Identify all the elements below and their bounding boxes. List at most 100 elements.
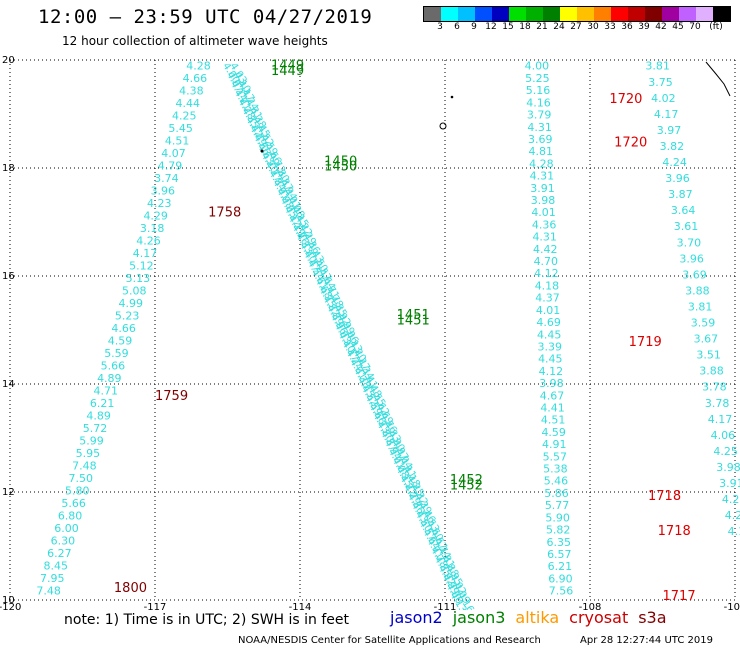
y-tick-label: 20 bbox=[2, 55, 15, 66]
y-tick-label: 10 bbox=[2, 595, 15, 606]
colorbar-cell bbox=[441, 7, 458, 21]
colorbar-tick-label: 3 bbox=[437, 22, 443, 32]
colorbar-tick-label: 12 bbox=[485, 22, 497, 32]
x-tick-label: -117 bbox=[144, 602, 167, 610]
pass-time-label: 1449 bbox=[271, 59, 304, 74]
wave-height-value: 4.37 bbox=[535, 292, 560, 305]
legend-jason3: jason3 bbox=[452, 608, 506, 627]
wave-height-value: 5.25 bbox=[525, 72, 550, 85]
wave-height-value: 4.45 bbox=[538, 353, 563, 366]
wave-height-value: 6.30 bbox=[51, 535, 76, 548]
wave-height-value: 4.89 bbox=[86, 410, 111, 423]
wave-height-value: 4.17 bbox=[708, 413, 733, 426]
wave-height-value: 3.70 bbox=[677, 236, 702, 249]
wave-height-value: 4.36 bbox=[532, 218, 557, 231]
wave-height-value: 4.59 bbox=[541, 426, 566, 439]
wave-height-value: 4.69 bbox=[536, 316, 561, 329]
colorbar-cell bbox=[560, 7, 577, 21]
colorbar-tick-label: 33 bbox=[604, 22, 616, 32]
wave-height-value: 3.87 bbox=[668, 188, 693, 201]
wave-height-value: 3.96 bbox=[151, 185, 176, 198]
wave-height-value: 4.31 bbox=[532, 231, 557, 244]
altimeter-map-plot: -120 -117 -114 -111 -108 -105 20 18 16 14 12 10 4.00… bbox=[0, 55, 740, 610]
colorbar-tick-labels: 3 6 9 12 15 18 21 24 27 30 33 36 39 42 45 70 (ft) bbox=[423, 22, 740, 34]
wave-height-value: 4.89 bbox=[97, 372, 122, 385]
wave-height-value: 3.39 bbox=[538, 340, 563, 353]
wave-height-track: 4.005.255.164.163.794.313.694.814.284.31… bbox=[525, 60, 574, 598]
colorbar-tick-label: (ft) bbox=[709, 22, 723, 32]
pass-time-label: 1718 bbox=[648, 489, 681, 504]
wave-height-value: 4.23 bbox=[147, 197, 172, 210]
pass-time-label: 1449 bbox=[271, 64, 304, 79]
wave-height-value: 5.45 bbox=[168, 122, 193, 135]
pass-time-label: 1720 bbox=[614, 135, 647, 150]
dense-track: 4.034.104.174.244.314.384.454.524.594.66… bbox=[227, 61, 475, 610]
colorbar-cell bbox=[628, 7, 645, 21]
wave-height-value: 5.13 bbox=[126, 272, 151, 285]
wave-height-value: 3.81 bbox=[688, 300, 713, 313]
legend-cryosat: cryosat bbox=[569, 608, 629, 627]
wave-height-value: 4.02 bbox=[651, 92, 676, 105]
colorbar-tick-label: 70 bbox=[689, 22, 701, 32]
wave-height-value: 5.23 bbox=[115, 310, 140, 323]
colorbar-cell bbox=[526, 7, 543, 21]
wave-height-value: 7.95 bbox=[40, 572, 65, 585]
wave-height-colorbar bbox=[423, 6, 731, 22]
wave-height-value: 5.82 bbox=[546, 524, 571, 537]
wave-height-value: 3.79 bbox=[527, 109, 552, 122]
colorbar-cell bbox=[509, 7, 526, 21]
colorbar-cell bbox=[543, 7, 560, 21]
colorbar-cell bbox=[424, 7, 441, 21]
colorbar-tick-label: 30 bbox=[587, 22, 599, 32]
wave-height-value: 6.57 bbox=[547, 548, 572, 561]
footer-note: note: 1) Time is in UTC; 2) SWH is in fe… bbox=[64, 612, 350, 628]
wave-height-value: 5.12 bbox=[129, 260, 154, 273]
wave-height-value: 4.00 bbox=[525, 60, 550, 73]
pass-time-label: 1451 bbox=[397, 308, 430, 323]
wave-height-value: 4.12 bbox=[534, 267, 559, 280]
wave-height-value: 4.17 bbox=[133, 247, 158, 260]
wave-height-value: 4.17 bbox=[654, 108, 679, 121]
x-tick-label: -114 bbox=[289, 602, 312, 610]
wave-height-value: 6.27 bbox=[47, 547, 72, 560]
wave-height-value: 4.25 bbox=[722, 493, 740, 506]
wave-height-value: 4.99 bbox=[118, 297, 143, 310]
wave-height-value: 4.25 bbox=[713, 445, 738, 458]
chart-title: 12:00 – 23:59 UTC 04/27/2019 bbox=[38, 6, 373, 28]
wave-height-value: 3.59 bbox=[691, 317, 716, 330]
colorbar-tick-label: 45 bbox=[672, 22, 684, 32]
wave-height-value: 4.59 bbox=[108, 335, 133, 348]
wave-height-value: 3.74 bbox=[154, 172, 179, 185]
wave-height-value: 3.75 bbox=[648, 76, 673, 89]
colorbar-cell bbox=[594, 7, 611, 21]
wave-height-value: 4.51 bbox=[541, 414, 566, 427]
wave-height-value: 4.01 bbox=[536, 304, 561, 317]
legend-s3a: s3a bbox=[638, 608, 667, 627]
pass-time-label: 1759 bbox=[155, 389, 188, 404]
wave-height-value: 5.66 bbox=[101, 360, 126, 373]
pass-time-label: 1451 bbox=[397, 314, 430, 329]
colorbar-tick-label: 21 bbox=[536, 22, 548, 32]
wave-height-value: 3.98 bbox=[531, 194, 556, 207]
wave-height-value: 3.97 bbox=[657, 124, 682, 137]
wave-height-value: 4.44 bbox=[176, 97, 201, 110]
colorbar-cell bbox=[713, 7, 730, 21]
colorbar-cell bbox=[611, 7, 628, 21]
y-tick-label: 18 bbox=[2, 163, 15, 174]
colorbar-tick-label: 39 bbox=[638, 22, 650, 32]
credit-line: NOAA/NESDIS Center for Satellite Applica… bbox=[238, 635, 541, 646]
wave-height-value: 3.67 bbox=[694, 333, 719, 346]
grid-lines bbox=[9, 59, 736, 601]
pass-time-label: 1452 bbox=[450, 478, 483, 493]
x-tick-label: -105 bbox=[724, 602, 740, 610]
wave-height-value: 3.96 bbox=[679, 252, 704, 265]
wave-height-value: 5.59 bbox=[104, 347, 129, 360]
wave-height-value: 3.78 bbox=[705, 397, 730, 410]
wave-height-value: 4.12 bbox=[539, 365, 564, 378]
colorbar-cell bbox=[679, 7, 696, 21]
legend-jason2: jason2 bbox=[390, 608, 443, 627]
wave-height-value: 4.42 bbox=[533, 243, 558, 256]
colorbar-tick-label: 18 bbox=[519, 22, 531, 32]
colorbar-cell bbox=[662, 7, 679, 21]
pass-time-label: 1800 bbox=[114, 581, 147, 596]
